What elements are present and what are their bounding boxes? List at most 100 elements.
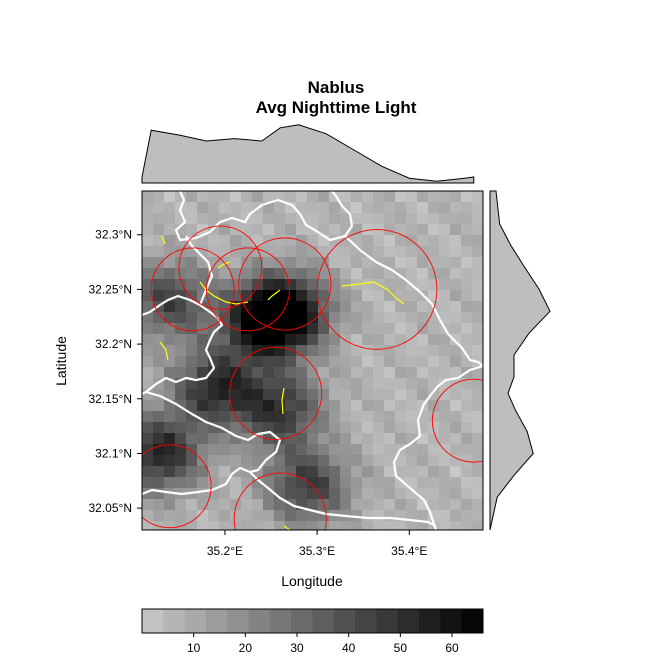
raster-cell bbox=[164, 521, 176, 530]
raster-cell bbox=[274, 499, 286, 511]
raster-cell bbox=[406, 257, 418, 269]
raster-cell bbox=[208, 400, 220, 412]
raster-cell bbox=[153, 411, 165, 423]
raster-cell bbox=[197, 312, 209, 324]
raster-cell bbox=[230, 521, 242, 530]
raster-cell bbox=[384, 191, 396, 203]
raster-cell bbox=[384, 202, 396, 214]
raster-cell bbox=[439, 279, 451, 291]
raster-cell bbox=[164, 323, 176, 335]
raster-cell bbox=[450, 488, 462, 500]
raster-cell bbox=[263, 202, 275, 214]
raster-cell bbox=[329, 389, 341, 401]
raster-cell bbox=[362, 356, 374, 368]
raster-cell bbox=[384, 345, 396, 357]
raster-cell bbox=[252, 290, 264, 302]
raster-cell bbox=[340, 521, 352, 530]
raster-cell bbox=[472, 444, 483, 456]
raster-cell bbox=[142, 202, 154, 214]
raster-cell bbox=[175, 499, 187, 511]
buffer-circle bbox=[238, 237, 332, 331]
raster-cell bbox=[307, 455, 319, 467]
raster-cell bbox=[362, 334, 374, 346]
raster-cell bbox=[252, 499, 264, 511]
raster-cell bbox=[362, 422, 374, 434]
raster-cell bbox=[274, 202, 286, 214]
raster-cell bbox=[395, 400, 407, 412]
raster-cell bbox=[285, 202, 297, 214]
raster-cell bbox=[241, 444, 253, 456]
raster-cell bbox=[351, 235, 363, 247]
buffer-circle bbox=[142, 444, 212, 529]
raster-cell bbox=[362, 279, 374, 291]
raster-cell bbox=[285, 411, 297, 423]
raster-cell bbox=[318, 323, 330, 335]
raster-cell bbox=[186, 499, 198, 511]
raster-cell bbox=[153, 246, 165, 258]
raster-cell bbox=[208, 202, 220, 214]
longitude-density-curve bbox=[141, 124, 475, 184]
raster-cell bbox=[142, 312, 154, 324]
raster-cell bbox=[186, 477, 198, 489]
raster-cell bbox=[175, 312, 187, 324]
raster-cell bbox=[307, 488, 319, 500]
raster-cell bbox=[461, 389, 473, 401]
raster-cell bbox=[285, 235, 297, 247]
raster-cell bbox=[472, 510, 483, 522]
raster-cell bbox=[230, 488, 242, 500]
raster-cell bbox=[208, 345, 220, 357]
raster-cell bbox=[274, 312, 286, 324]
raster-cell bbox=[186, 323, 198, 335]
raster-cell bbox=[219, 400, 231, 412]
raster-cell bbox=[417, 422, 429, 434]
raster-cell bbox=[274, 389, 286, 401]
raster-cell bbox=[351, 499, 363, 511]
raster-cell bbox=[197, 400, 209, 412]
raster-cell bbox=[307, 213, 319, 225]
raster-cell bbox=[318, 268, 330, 280]
colorbar-swatch bbox=[312, 609, 335, 633]
raster-cell bbox=[318, 367, 330, 379]
raster-cell bbox=[450, 356, 462, 368]
raster-cell bbox=[274, 213, 286, 225]
raster-cell bbox=[197, 433, 209, 445]
raster-cell bbox=[186, 202, 198, 214]
raster-cell bbox=[318, 389, 330, 401]
raster-cell bbox=[340, 202, 352, 214]
raster-cell bbox=[461, 323, 473, 335]
raster-cell bbox=[296, 224, 308, 236]
raster-cell bbox=[406, 213, 418, 225]
raster-cell bbox=[329, 367, 341, 379]
raster-cell bbox=[340, 235, 352, 247]
raster-cell bbox=[461, 202, 473, 214]
raster-cell bbox=[472, 389, 483, 401]
raster-cell bbox=[351, 268, 363, 280]
raster-cell bbox=[219, 477, 231, 489]
raster-cell bbox=[329, 433, 341, 445]
raster-cell bbox=[428, 290, 440, 302]
raster-cell bbox=[230, 389, 242, 401]
raster-cell bbox=[461, 400, 473, 412]
raster-cell bbox=[252, 356, 264, 368]
boundary-line-central bbox=[145, 390, 282, 474]
raster-cell bbox=[230, 235, 242, 247]
raster-cell bbox=[241, 400, 253, 412]
raster-cell bbox=[472, 279, 483, 291]
raster-cell bbox=[340, 224, 352, 236]
raster-cell bbox=[406, 202, 418, 214]
raster-cell bbox=[351, 488, 363, 500]
raster-cell bbox=[450, 345, 462, 357]
raster-cell bbox=[197, 444, 209, 456]
raster-cell bbox=[274, 246, 286, 258]
raster-cell bbox=[307, 345, 319, 357]
raster-cell bbox=[153, 378, 165, 390]
raster-cell bbox=[164, 213, 176, 225]
raster-cell bbox=[351, 246, 363, 258]
raster-cell bbox=[307, 279, 319, 291]
raster-cell bbox=[340, 378, 352, 390]
raster-cell bbox=[175, 224, 187, 236]
raster-cell bbox=[208, 411, 220, 423]
buffer-circles bbox=[142, 225, 483, 530]
raster-cell bbox=[186, 400, 198, 412]
raster-cell bbox=[186, 246, 198, 258]
